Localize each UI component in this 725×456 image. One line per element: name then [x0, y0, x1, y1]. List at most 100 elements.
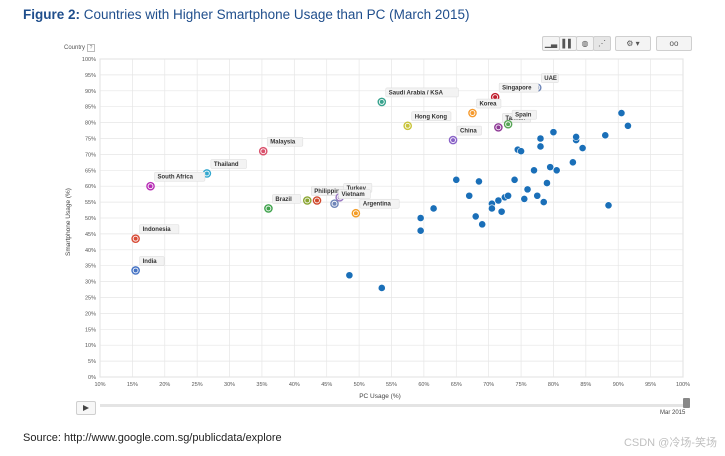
point-label-box: [272, 194, 301, 204]
point-label: Indonesia: [143, 227, 172, 233]
axis-labels: Smartphone Usage (%) PC Usage (%): [65, 188, 401, 400]
data-point: [345, 271, 354, 280]
point-label-box: [139, 224, 180, 234]
point-label: India: [143, 259, 158, 265]
labeled-point-core: [506, 122, 511, 127]
point-label-box: [411, 111, 452, 122]
data-point: [494, 196, 503, 205]
data-point: [488, 204, 496, 213]
labeled-point-core: [379, 99, 384, 104]
labeled-point-core: [493, 95, 498, 100]
point-label: Argentina: [363, 202, 392, 208]
labeled-point: China: [448, 125, 482, 145]
labeled-point: Spain: [503, 109, 537, 129]
bar-chart-view-icon[interactable]: ▁▃: [542, 36, 560, 51]
scatter-view-icon[interactable]: ⋰: [593, 36, 611, 51]
labeled-point-core: [266, 206, 271, 211]
x-axis-label: PC Usage (%): [359, 393, 401, 400]
data-point: [416, 226, 425, 235]
x-tick-label: 45%: [321, 382, 332, 388]
x-tick-label: 40%: [289, 382, 300, 388]
help-icon[interactable]: ?: [87, 44, 96, 52]
point-label: Hong Kong: [415, 114, 448, 120]
point-label-box: [541, 73, 559, 83]
y-tick-label: 15%: [85, 327, 96, 333]
y-tick-label: 50%: [85, 216, 96, 222]
data-point: [520, 195, 529, 203]
data-point: [478, 220, 487, 229]
labeled-point-core: [470, 111, 475, 116]
point-label: Korea: [479, 102, 497, 108]
y-tick-label: 70%: [85, 152, 96, 158]
point-label: Malaysia: [270, 140, 296, 146]
labeled-point-core: [315, 198, 320, 203]
map-view-icon[interactable]: ◍: [576, 36, 594, 51]
x-tick-label: 70%: [483, 382, 494, 388]
point-label: China: [460, 129, 477, 135]
labeled-point: Hong Kong: [403, 111, 452, 131]
y-tick-label: 30%: [85, 280, 96, 286]
timeline-handle[interactable]: [683, 398, 690, 408]
labeled-point-core: [148, 184, 153, 189]
data-point: [624, 121, 632, 130]
labeled-point: Saudi Arabia / KSA: [377, 87, 459, 107]
data-point: [549, 128, 558, 137]
point-label: Turkey: [347, 186, 367, 192]
y-tick-label: 35%: [85, 264, 96, 270]
point-label: Philippines: [314, 189, 347, 195]
data-point: [536, 134, 545, 143]
labeled-point: Korea: [468, 98, 502, 118]
data-point: [543, 179, 551, 187]
x-tick-label: 95%: [645, 382, 656, 388]
settings-icon[interactable]: ⚙ ▾: [615, 36, 651, 51]
data-point: [533, 191, 542, 200]
y-tick-label: 40%: [85, 248, 96, 254]
data-point: [510, 175, 519, 184]
x-tick-label: 50%: [354, 382, 365, 388]
point-label: Thailand: [214, 162, 239, 168]
point-label: UAE: [544, 76, 557, 82]
data-point: [497, 207, 506, 216]
labeled-point: Malaysia: [258, 136, 304, 156]
y-tick-label: 85%: [85, 105, 96, 111]
x-tick-label: 25%: [192, 382, 203, 388]
point-label: Spain: [515, 113, 532, 119]
y-axis-label: Smartphone Usage (%): [65, 188, 72, 256]
play-button[interactable]: [76, 401, 96, 415]
y-tick-label: 55%: [85, 200, 96, 206]
labeled-point: Vietnam: [330, 189, 371, 208]
grid: [99, 58, 684, 378]
x-tick-label: 35%: [256, 382, 267, 388]
country-selector-label[interactable]: Country?: [64, 44, 96, 52]
labeled-point: Argentina: [351, 198, 400, 218]
point-label: South Africa: [158, 175, 194, 181]
labeled-point-core: [133, 236, 138, 241]
link-icon[interactable]: oo: [656, 36, 692, 51]
labeled-point: Thailand: [202, 159, 247, 178]
unlabeled-points: [345, 109, 632, 292]
figure-title-text: Countries with Higher Smartphone Usage t…: [80, 7, 470, 22]
labeled-point-core: [305, 198, 310, 203]
labeled-point-core: [451, 138, 456, 143]
y-tick-label: 45%: [85, 232, 96, 238]
y-tick-label: 90%: [85, 89, 96, 95]
labeled-point-core: [405, 123, 410, 128]
data-point: [604, 201, 613, 210]
data-point: [465, 191, 474, 200]
x-tick-label: 100%: [676, 382, 690, 388]
point-label: Singapore: [502, 86, 532, 92]
point-label-box: [456, 125, 482, 136]
figure-title: Figure 2: Countries with Higher Smartpho…: [23, 7, 469, 22]
data-point: [539, 198, 548, 206]
x-tick-label: 30%: [224, 382, 235, 388]
y-tick-label: 20%: [85, 311, 96, 317]
timeline-track[interactable]: [100, 404, 683, 407]
point-label-box: [266, 136, 304, 147]
point-label-box: [154, 171, 206, 182]
point-label-box: [210, 159, 247, 169]
data-point: [578, 144, 587, 152]
x-tick-label: 85%: [580, 382, 591, 388]
labeled-point-core: [353, 211, 358, 216]
y-tick-label: 75%: [85, 137, 96, 143]
